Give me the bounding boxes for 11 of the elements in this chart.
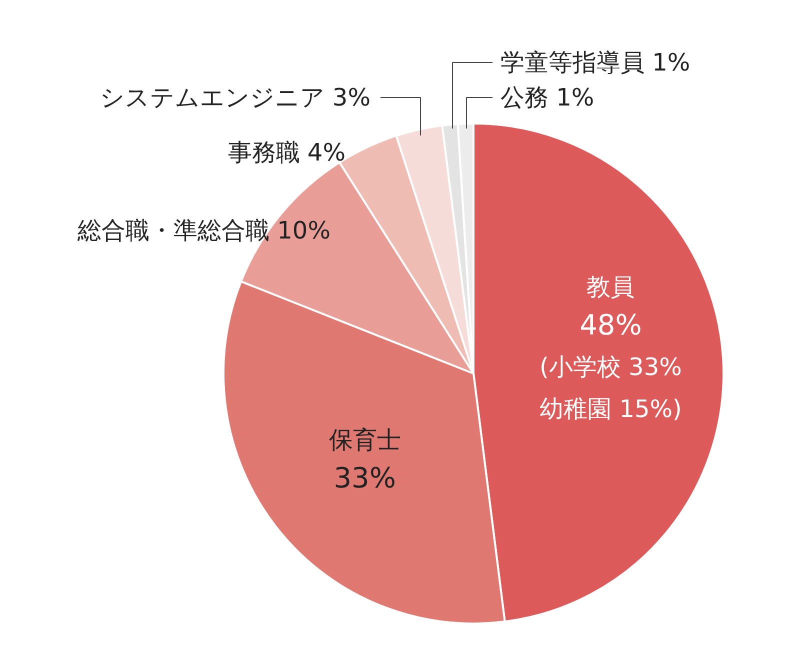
slice-label: 保育士 xyxy=(328,426,401,454)
data-label: 33% xyxy=(334,461,396,494)
slice-label: 公務 1% xyxy=(500,84,594,112)
slice-label: システムエンジニア 3% xyxy=(100,84,370,112)
text: 幼稚園 15%) xyxy=(540,394,682,423)
data-label: 48% xyxy=(580,308,642,342)
slice-label: 教員 xyxy=(586,272,635,301)
slice-label: 総合職・準総合職 10% xyxy=(76,216,331,244)
slice-label: 事務職 4% xyxy=(228,138,346,166)
slice-label: 学童等指導員 1% xyxy=(500,48,690,76)
text: (小学校 33% xyxy=(540,352,682,381)
